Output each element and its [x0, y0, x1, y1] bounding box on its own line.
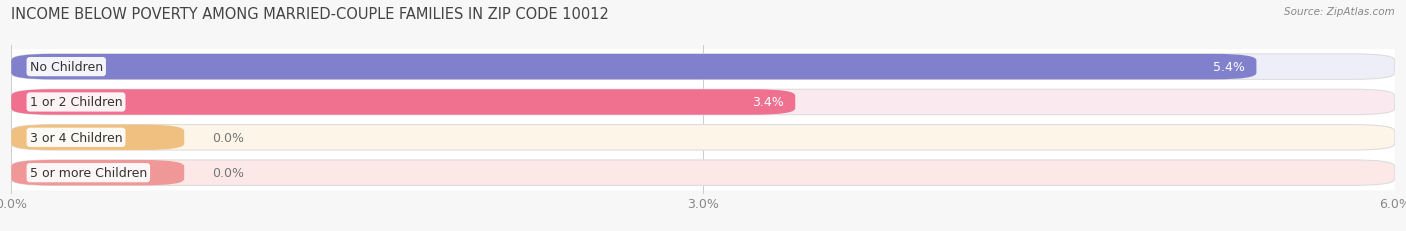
FancyBboxPatch shape — [11, 55, 1257, 80]
Text: No Children: No Children — [30, 61, 103, 74]
FancyBboxPatch shape — [11, 125, 184, 150]
FancyBboxPatch shape — [11, 90, 796, 115]
FancyBboxPatch shape — [11, 55, 1395, 80]
Text: 3.4%: 3.4% — [752, 96, 783, 109]
Text: 3 or 4 Children: 3 or 4 Children — [30, 131, 122, 144]
Text: 0.0%: 0.0% — [212, 167, 243, 179]
Text: INCOME BELOW POVERTY AMONG MARRIED-COUPLE FAMILIES IN ZIP CODE 10012: INCOME BELOW POVERTY AMONG MARRIED-COUPL… — [11, 7, 609, 22]
Text: 1 or 2 Children: 1 or 2 Children — [30, 96, 122, 109]
FancyBboxPatch shape — [11, 125, 1395, 150]
FancyBboxPatch shape — [11, 50, 1395, 191]
FancyBboxPatch shape — [11, 160, 184, 185]
Text: 0.0%: 0.0% — [212, 131, 243, 144]
FancyBboxPatch shape — [11, 90, 1395, 115]
Text: 5.4%: 5.4% — [1213, 61, 1244, 74]
Text: 5 or more Children: 5 or more Children — [30, 167, 148, 179]
FancyBboxPatch shape — [11, 160, 1395, 185]
Text: Source: ZipAtlas.com: Source: ZipAtlas.com — [1284, 7, 1395, 17]
